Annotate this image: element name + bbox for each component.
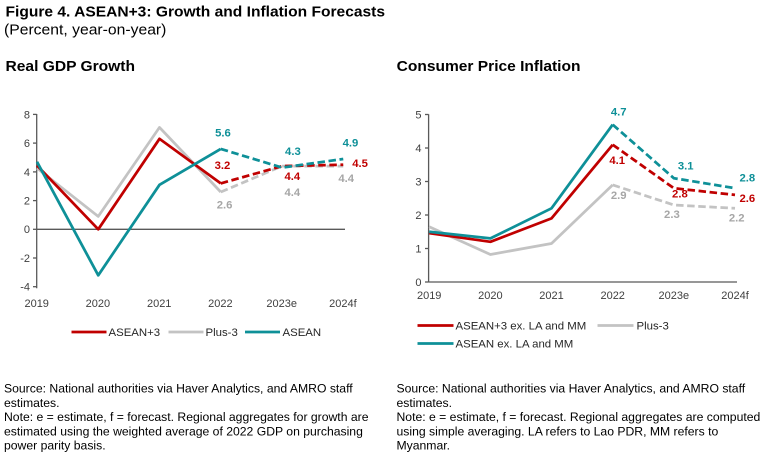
svg-text:estimates.: estimates. bbox=[397, 396, 453, 410]
svg-text:Source: National authorities v: Source: National authorities via Haver A… bbox=[4, 382, 353, 396]
svg-text:2.8: 2.8 bbox=[672, 188, 688, 200]
svg-text:-2: -2 bbox=[20, 253, 30, 265]
svg-text:estimates.: estimates. bbox=[4, 396, 60, 410]
svg-text:2019: 2019 bbox=[24, 298, 48, 310]
svg-text:3: 3 bbox=[415, 176, 421, 188]
svg-text:Plus-3: Plus-3 bbox=[206, 327, 238, 339]
svg-text:ASEAN+3: ASEAN+3 bbox=[109, 327, 161, 339]
svg-text:2: 2 bbox=[24, 196, 30, 208]
svg-text:2024f: 2024f bbox=[329, 298, 357, 310]
svg-text:power parity basis.: power parity basis. bbox=[4, 439, 106, 453]
svg-text:2.8: 2.8 bbox=[739, 173, 755, 185]
svg-text:4.9: 4.9 bbox=[343, 138, 359, 150]
svg-text:4.4: 4.4 bbox=[338, 173, 354, 185]
svg-text:4.4: 4.4 bbox=[284, 171, 300, 183]
svg-text:4.1: 4.1 bbox=[609, 155, 625, 167]
svg-text:2019: 2019 bbox=[417, 290, 441, 302]
svg-text:6: 6 bbox=[24, 138, 30, 150]
svg-text:ASEAN ex. LA and MM: ASEAN ex. LA and MM bbox=[456, 339, 574, 351]
svg-text:2023e: 2023e bbox=[266, 298, 297, 310]
svg-text:2.6: 2.6 bbox=[739, 193, 755, 205]
svg-text:Plus-3: Plus-3 bbox=[637, 321, 669, 333]
svg-text:2.6: 2.6 bbox=[217, 200, 233, 212]
svg-text:4.5: 4.5 bbox=[352, 158, 368, 170]
svg-text:Figure 4. ASEAN+3: Growth and: Figure 4. ASEAN+3: Growth and Inflation … bbox=[6, 5, 386, 21]
svg-text:4.7: 4.7 bbox=[611, 106, 627, 118]
svg-text:Real GDP Growth: Real GDP Growth bbox=[6, 58, 136, 75]
svg-text:(Percent, year-on-year): (Percent, year-on-year) bbox=[4, 22, 166, 39]
svg-text:2021: 2021 bbox=[539, 290, 563, 302]
svg-text:-4: -4 bbox=[20, 282, 30, 294]
svg-text:4.3: 4.3 bbox=[285, 146, 301, 158]
svg-text:5.6: 5.6 bbox=[215, 128, 231, 140]
svg-text:2.2: 2.2 bbox=[729, 213, 745, 225]
svg-text:2.3: 2.3 bbox=[664, 209, 680, 221]
svg-text:5: 5 bbox=[415, 109, 421, 121]
svg-text:0: 0 bbox=[415, 277, 421, 289]
svg-text:Myanmar.: Myanmar. bbox=[397, 439, 451, 453]
svg-text:2021: 2021 bbox=[147, 298, 171, 310]
svg-text:2020: 2020 bbox=[478, 290, 502, 302]
svg-text:4: 4 bbox=[24, 167, 30, 179]
svg-text:2020: 2020 bbox=[86, 298, 110, 310]
svg-text:ASEAN: ASEAN bbox=[283, 327, 322, 339]
svg-text:8: 8 bbox=[24, 109, 30, 121]
svg-text:2023e: 2023e bbox=[659, 290, 690, 302]
svg-text:4: 4 bbox=[415, 143, 421, 155]
svg-text:estimated using the weighted a: estimated using the weighted average of … bbox=[4, 424, 363, 438]
svg-text:1: 1 bbox=[415, 243, 421, 255]
svg-text:using simple averaging. LA ref: using simple averaging. LA refers to Lao… bbox=[397, 424, 719, 438]
svg-text:2022: 2022 bbox=[600, 290, 624, 302]
svg-text:2022: 2022 bbox=[208, 298, 232, 310]
svg-text:2: 2 bbox=[415, 210, 421, 222]
svg-text:0: 0 bbox=[24, 224, 30, 236]
svg-text:3.2: 3.2 bbox=[215, 160, 231, 172]
svg-text:Source: National authorities v: Source: National authorities via Haver A… bbox=[397, 382, 746, 396]
svg-text:3.1: 3.1 bbox=[678, 160, 694, 172]
svg-text:Consumer Price Inflation: Consumer Price Inflation bbox=[397, 58, 581, 75]
svg-text:Note: e = estimate, f = foreca: Note: e = estimate, f = forecast. Region… bbox=[397, 410, 761, 424]
svg-text:2024f: 2024f bbox=[721, 290, 749, 302]
svg-text:ASEAN+3 ex. LA and MM: ASEAN+3 ex. LA and MM bbox=[456, 321, 587, 333]
svg-text:Note: e = estimate, f = foreca: Note: e = estimate, f = forecast. Region… bbox=[4, 410, 369, 424]
svg-text:4.4: 4.4 bbox=[284, 187, 300, 199]
svg-text:2.9: 2.9 bbox=[611, 190, 627, 202]
